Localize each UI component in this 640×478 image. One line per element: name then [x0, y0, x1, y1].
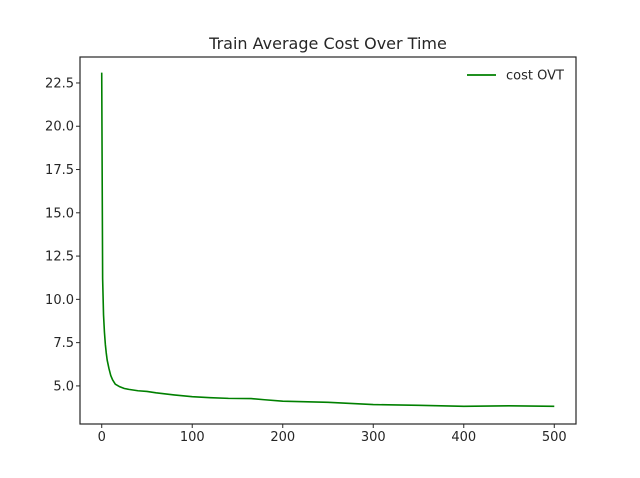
y-tick-label: 22.5	[45, 76, 74, 91]
legend-label: cost OVT	[506, 69, 564, 84]
x-tick-label: 200	[270, 430, 295, 445]
series-line-cost-ovt	[100, 72, 555, 408]
x-tick-label: 100	[180, 430, 205, 445]
x-tick-label: 400	[451, 430, 476, 445]
x-axis: 0 100 200 300 400 500	[98, 424, 567, 445]
y-tick-label: 12.5	[45, 250, 74, 265]
y-tick-label: 15.0	[45, 206, 74, 221]
x-tick-label: 0	[98, 430, 106, 445]
y-tick-label: 10.0	[45, 293, 74, 308]
legend: cost OVT	[467, 69, 564, 84]
x-tick-label: 300	[361, 430, 386, 445]
series-layer	[100, 72, 555, 408]
y-tick-label: 17.5	[45, 163, 74, 178]
y-tick-label: 7.5	[53, 336, 74, 351]
y-tick-label: 5.0	[53, 379, 74, 394]
chart-title: Train Average Cost Over Time	[208, 34, 447, 53]
y-tick-label: 20.0	[45, 120, 74, 135]
x-tick-label: 500	[542, 430, 567, 445]
plot-frame	[79, 56, 577, 425]
y-axis: 5.0 7.5 10.0 12.5 15.0 17.5 20.0 22.5	[45, 76, 80, 394]
